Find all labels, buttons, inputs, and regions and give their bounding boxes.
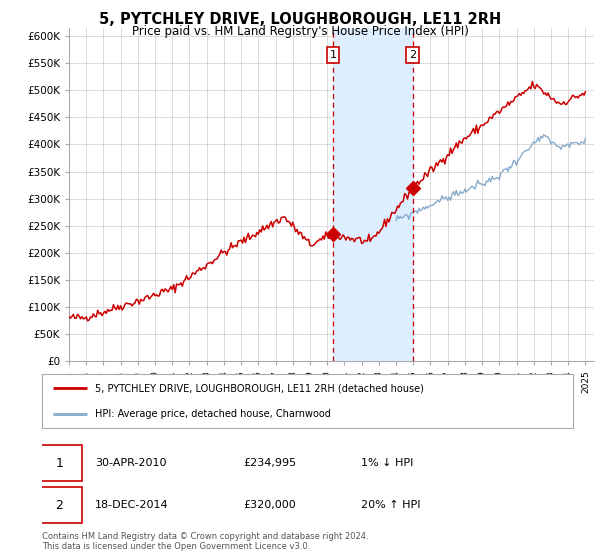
Text: 5, PYTCHLEY DRIVE, LOUGHBOROUGH, LE11 2RH: 5, PYTCHLEY DRIVE, LOUGHBOROUGH, LE11 2R…	[99, 12, 501, 27]
Text: 18-DEC-2014: 18-DEC-2014	[95, 501, 169, 510]
FancyBboxPatch shape	[37, 487, 82, 524]
Text: 2: 2	[56, 499, 64, 512]
Text: Contains HM Land Registry data © Crown copyright and database right 2024.
This d: Contains HM Land Registry data © Crown c…	[42, 532, 368, 552]
Bar	[333, 28, 413, 361]
Text: 20% ↑ HPI: 20% ↑ HPI	[361, 501, 420, 510]
Text: HPI: Average price, detached house, Charnwood: HPI: Average price, detached house, Char…	[95, 409, 331, 418]
Text: £234,995: £234,995	[244, 459, 297, 468]
Text: 30-APR-2010: 30-APR-2010	[95, 459, 167, 468]
Text: Price paid vs. HM Land Registry's House Price Index (HPI): Price paid vs. HM Land Registry's House …	[131, 25, 469, 38]
Text: £320,000: £320,000	[244, 501, 296, 510]
Text: 1: 1	[329, 50, 337, 60]
Text: 5, PYTCHLEY DRIVE, LOUGHBOROUGH, LE11 2RH (detached house): 5, PYTCHLEY DRIVE, LOUGHBOROUGH, LE11 2R…	[95, 384, 424, 393]
Text: 2: 2	[409, 50, 416, 60]
Text: 1% ↓ HPI: 1% ↓ HPI	[361, 459, 413, 468]
FancyBboxPatch shape	[37, 445, 82, 482]
Text: 1: 1	[56, 457, 64, 470]
